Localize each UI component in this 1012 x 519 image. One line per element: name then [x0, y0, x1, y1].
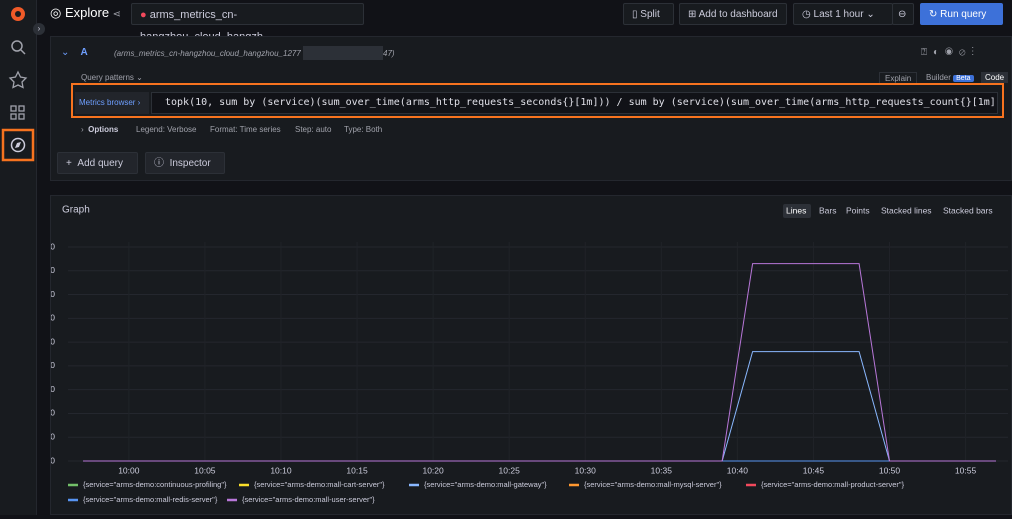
patterns-text: Query patterns: [81, 73, 134, 82]
code-toggle[interactable]: Code: [981, 72, 1008, 83]
sidebar: [0, 0, 37, 515]
legend-label[interactable]: {service="arms-demo:mall-mysql-server"}: [584, 480, 722, 489]
split-button[interactable]: ▯ Split: [623, 3, 674, 25]
btn-text: Split: [640, 9, 659, 20]
explore-title: ◎ Explore ⋖: [50, 5, 121, 21]
options-row[interactable]: › Options: [81, 125, 118, 134]
btn-text: Add query: [77, 158, 123, 169]
share-icon[interactable]: ⋖: [113, 9, 121, 20]
dashboards-icon[interactable]: [11, 106, 24, 119]
query-patterns[interactable]: Query patterns ⌄: [81, 73, 143, 82]
options-label: Options: [88, 125, 118, 134]
legend-label[interactable]: {service="arms-demo:mall-gateway"}: [424, 480, 547, 489]
option: Format: Time series: [210, 125, 281, 134]
legend-label[interactable]: {service="arms-demo:mall-cart-server"}: [254, 480, 385, 489]
y-tick-label: 0.800: [51, 265, 55, 275]
legend-label[interactable]: {service="arms-demo:mall-redis-server"}: [83, 495, 218, 504]
builder-toggle[interactable]: Builder Beta: [923, 72, 977, 83]
y-tick-label: 0.400: [51, 360, 55, 370]
option: Type: Both: [344, 125, 382, 134]
x-tick-label: 10:30: [575, 465, 597, 475]
y-tick-label: 0.700: [51, 289, 55, 299]
mode-toggle[interactable]: Stacked lines: [881, 205, 932, 215]
btn-text: Last 1 hour: [814, 9, 864, 20]
option: Legend: Verbose: [136, 125, 197, 134]
redaction: [303, 46, 383, 60]
datasource-picker[interactable]: ● arms_metrics_cn-hangzhou_cloud_hangzh …: [131, 3, 364, 25]
x-tick-label: 10:45: [803, 465, 825, 475]
y-tick-label: 0.100: [51, 431, 55, 441]
legend-label[interactable]: {service="arms-demo:continuous-profiling…: [83, 480, 227, 489]
btn-text: Add to dashboard: [699, 9, 778, 20]
series-line: [83, 352, 996, 461]
legend-label[interactable]: {service="arms-demo:mall-user-server"}: [242, 495, 375, 504]
inspector[interactable]: ⓘ Inspector: [145, 152, 225, 174]
mode-toggle[interactable]: Lines: [786, 205, 806, 215]
beta-badge: Beta: [953, 75, 973, 82]
y-tick-label: 0.500: [51, 336, 55, 346]
chart-title: Graph: [62, 205, 90, 216]
x-tick-label: 10:35: [651, 465, 673, 475]
mode-toggle[interactable]: Bars: [819, 205, 836, 215]
ds-icon: ●: [140, 9, 147, 21]
search-handle: [21, 50, 25, 54]
add-dashboard-button[interactable]: ⊞ Add to dashboard: [679, 3, 787, 25]
zoom-out[interactable]: ⊖: [892, 3, 914, 25]
btn-text: Inspector: [170, 158, 211, 169]
add-query[interactable]: + Add query: [57, 152, 138, 174]
x-tick-label: 10:25: [499, 465, 521, 475]
search-icon[interactable]: [12, 41, 22, 51]
x-tick-label: 10:10: [270, 465, 292, 475]
mode-toggle[interactable]: Points: [846, 205, 870, 215]
x-tick-label: 10:55: [955, 465, 977, 475]
graph-panel: Graph Lines Bars Points Stacked lines Stacke…: [50, 195, 1012, 515]
row-actions[interactable]: ⍰◐◉⊘⋮: [921, 47, 980, 58]
collapse-toggle[interactable]: ›: [33, 23, 45, 35]
x-tick-label: 10:05: [194, 465, 216, 475]
ref-id: A: [81, 47, 88, 58]
y-tick-label: 0.600: [51, 313, 55, 323]
chart: Graph Lines Bars Points Stacked lines Stacke…: [51, 196, 1011, 514]
ds-hint: (arms_metrics_cn-hangzhou_cloud_hangzhou…: [114, 49, 301, 58]
option: Step: auto: [295, 125, 331, 134]
highlight-box: [71, 83, 1004, 118]
mode-toggle[interactable]: Stacked bars: [943, 205, 993, 215]
btn-text: Run query: [940, 9, 986, 20]
explore-needle: [15, 142, 21, 148]
legend-label[interactable]: {service="arms-demo:mall-product-server"…: [761, 480, 905, 489]
x-tick-label: 10:40: [727, 465, 749, 475]
y-tick-label: 0.200: [51, 408, 55, 418]
query-row-header[interactable]: ⌄ A: [61, 47, 88, 58]
series-line: [83, 264, 996, 461]
builder-text: Builder: [926, 73, 951, 82]
x-tick-label: 10:15: [346, 465, 368, 475]
y-tick-label: 0.300: [51, 384, 55, 394]
logo-inner: [15, 11, 21, 17]
y-tick-label: 0.900: [51, 241, 55, 251]
time-picker[interactable]: ◷ Last 1 hour ⌄: [793, 3, 893, 25]
starred-icon[interactable]: [10, 72, 26, 88]
ds-hint-end: 47): [383, 49, 395, 58]
x-tick-label: 10:20: [422, 465, 444, 475]
title-text: Explore: [65, 5, 109, 20]
x-tick-label: 10:50: [879, 465, 901, 475]
x-tick-label: 10:00: [118, 465, 140, 475]
sidebar-icons: [0, 0, 36, 170]
y-tick-label: 0: [51, 455, 55, 465]
run-query[interactable]: ↻ Run query ⌄: [920, 3, 1003, 25]
